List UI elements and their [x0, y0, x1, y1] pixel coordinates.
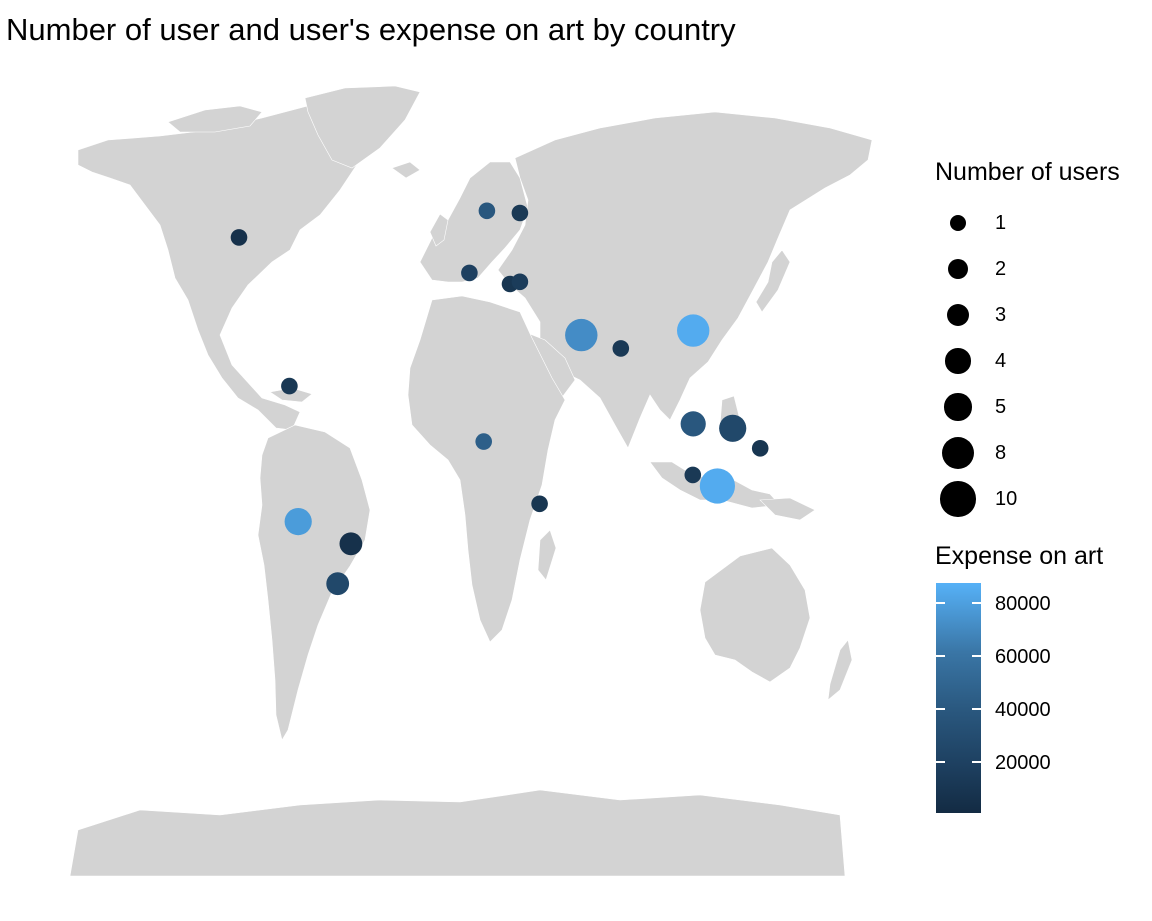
land-antarctica	[69, 789, 846, 877]
colorbar-label: 20000	[995, 752, 1051, 774]
land-japan	[755, 249, 791, 313]
chart-title: Number of user and user's expense on art…	[6, 12, 736, 47]
land-madagascar	[537, 529, 557, 581]
size-legend-key	[947, 258, 969, 280]
map-point-palau	[751, 440, 769, 457]
land-africa	[407, 295, 566, 643]
colorbar-label: 60000	[995, 646, 1051, 668]
land-greenland	[304, 85, 421, 169]
size-legend-label: 1	[995, 212, 1007, 234]
color-legend-title: Expense on art	[935, 542, 1104, 570]
colorbar-tick-left	[936, 655, 945, 657]
map-point-cuba	[281, 377, 298, 395]
colorbar-label: 40000	[995, 699, 1051, 721]
land-australia	[699, 547, 811, 683]
size-legend-label: 5	[995, 396, 1007, 418]
map-point-philippines	[719, 414, 747, 442]
land-arctic-islands	[167, 105, 263, 133]
land-british-isles	[429, 213, 449, 247]
map-point-romania	[511, 273, 529, 291]
map-point-norway	[478, 202, 496, 220]
map-point-canada	[230, 229, 248, 246]
size-legend-key	[945, 348, 971, 374]
points-layer	[230, 202, 769, 596]
map-point-tanzania	[531, 495, 548, 513]
colorbar-tick-right	[972, 602, 981, 604]
size-legend-label: 4	[995, 350, 1007, 372]
map-point-paraguay	[326, 572, 350, 596]
size-legend-key	[941, 436, 975, 470]
map-point-peru	[284, 507, 312, 536]
size-legend-key	[949, 214, 967, 232]
map-point-iran	[565, 318, 598, 352]
size-legend-key	[944, 393, 972, 421]
colorbar-label: 80000	[995, 593, 1051, 615]
map-point-finland	[511, 204, 529, 222]
colorbar-tick-left	[936, 708, 945, 710]
map-point-france	[461, 264, 478, 282]
map-point-nigeria	[475, 433, 493, 450]
land-south-america	[257, 424, 371, 741]
land-layer	[69, 85, 873, 877]
map-point-pakistan	[612, 340, 630, 357]
colorbar-tick-left	[936, 602, 945, 604]
map-point-indonesia	[699, 468, 736, 504]
map-point-singapore	[684, 466, 702, 484]
colorbar-tick-right	[972, 761, 981, 763]
colorbar-tick-right	[972, 655, 981, 657]
size-legend-title: Number of users	[935, 158, 1120, 186]
size-legend-label: 3	[995, 304, 1007, 326]
map-point-cambodia	[680, 411, 706, 437]
size-legend-label: 8	[995, 442, 1007, 464]
land-new-guinea	[759, 497, 816, 521]
land-iceland	[391, 161, 421, 179]
colorbar-tick-right	[972, 708, 981, 710]
land-new-zealand	[827, 639, 853, 701]
size-legend-key	[940, 481, 976, 517]
color-legend-bar	[936, 583, 981, 813]
size-legend-label: 2	[995, 258, 1007, 280]
size-legend-key	[946, 303, 970, 327]
size-legend-label: 10	[995, 488, 1018, 510]
colorbar-tick-left	[936, 761, 945, 763]
map-point-china	[677, 314, 710, 347]
map-point-brazil	[339, 532, 363, 556]
